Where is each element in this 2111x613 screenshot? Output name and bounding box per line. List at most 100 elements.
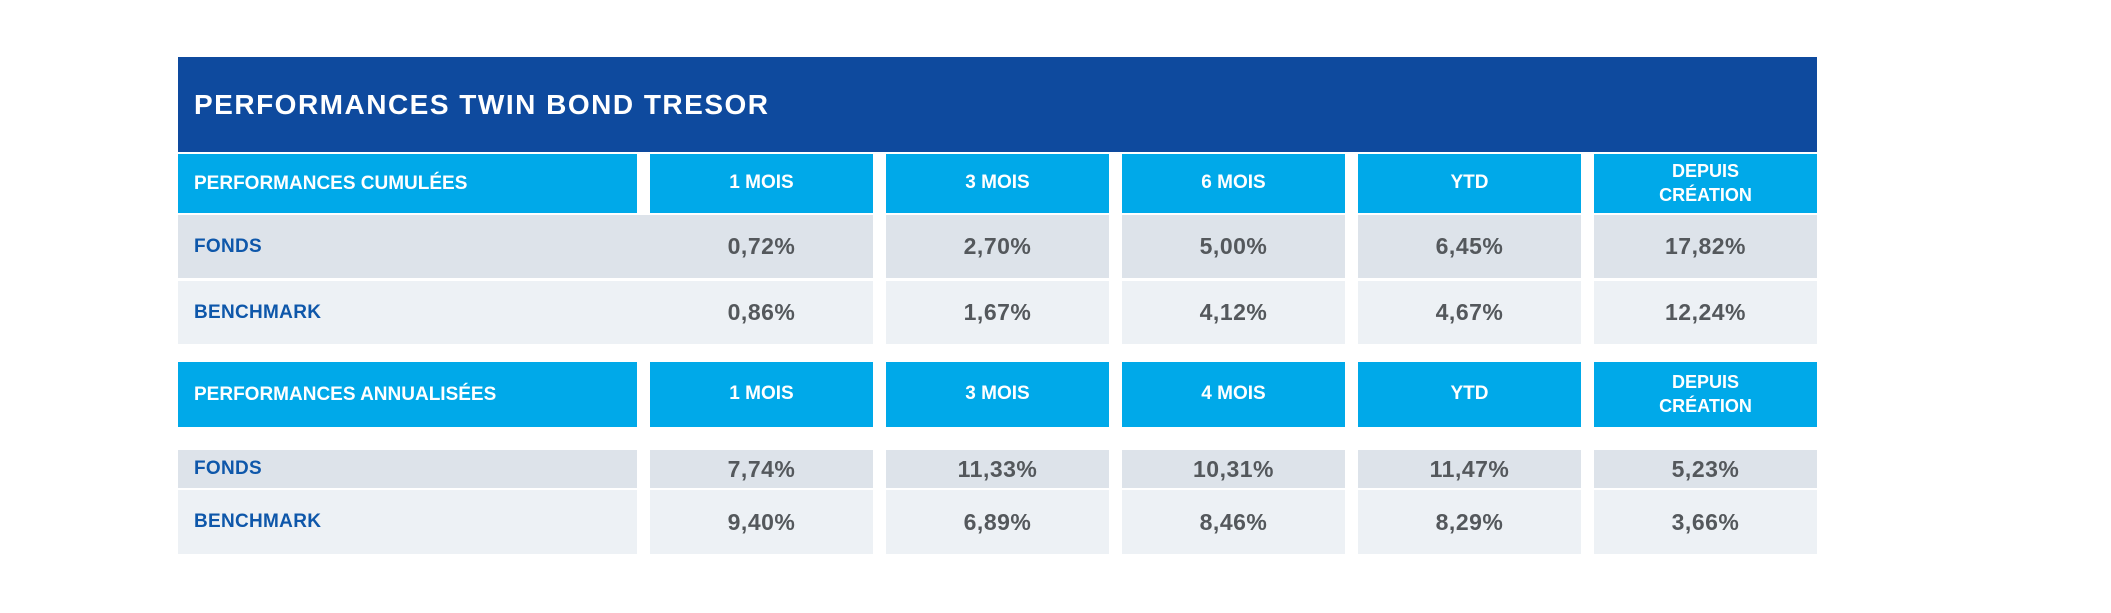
value: 6,89% xyxy=(963,508,1032,535)
value: 4,12% xyxy=(1199,299,1268,325)
table-title-bar: PERFORMANCES TWIN BOND TRESOR xyxy=(178,57,1817,152)
value: 6,45% xyxy=(1435,233,1504,259)
row-label-cell: FONDS xyxy=(178,215,637,278)
cumulative-section-label: PERFORMANCES CUMULÉES xyxy=(194,172,468,194)
column-gutter xyxy=(637,450,650,488)
column-gutter xyxy=(1581,490,1594,554)
column-gutter xyxy=(1581,281,1594,344)
annualized-section-cell: PERFORMANCES ANNUALISÉES xyxy=(178,362,637,427)
benchmark-label: BENCHMARK xyxy=(194,301,322,323)
value-cell: 17,82% xyxy=(1594,215,1817,278)
col-header-6-mois: 6 MOIS xyxy=(1122,154,1345,213)
column-gutter xyxy=(637,215,650,278)
value-cell: 7,74% xyxy=(650,450,873,488)
column-gutter xyxy=(1109,490,1122,554)
column-gutter xyxy=(873,215,886,278)
col-header-label: 3 MOIS xyxy=(965,172,1030,194)
column-gutter xyxy=(1345,215,1358,278)
value: 9,40% xyxy=(727,508,796,535)
cumulative-header-row: PERFORMANCES CUMULÉES 1 MOIS 3 MOIS 6 MO… xyxy=(178,154,1817,213)
value-cell: 9,40% xyxy=(650,490,873,554)
value: 1,67% xyxy=(963,299,1032,325)
row-label-cell: BENCHMARK xyxy=(178,490,637,554)
col-header-ytd: YTD xyxy=(1358,154,1581,213)
value: 10,31% xyxy=(1192,455,1274,482)
value: 2,70% xyxy=(963,233,1032,259)
value-cell: 6,45% xyxy=(1358,215,1581,278)
benchmark-row-annualized: BENCHMARK 9,40% 6,89% 8,46% 8,29% 3,66% xyxy=(178,490,1817,554)
value-cell: 11,47% xyxy=(1358,450,1581,488)
fonds-row-cumulative: FONDS 0,72% 2,70% 5,00% 6,45% 17,82% xyxy=(178,215,1817,278)
value-cell: 5,23% xyxy=(1594,450,1817,488)
column-gutter xyxy=(873,154,886,213)
value-cell: 10,31% xyxy=(1122,450,1345,488)
column-gutter xyxy=(1345,490,1358,554)
col-header-label: 1 MOIS xyxy=(729,172,794,194)
col-header-label: YTD xyxy=(1450,172,1489,194)
col-header-ytd: YTD xyxy=(1358,362,1581,427)
column-gutter xyxy=(637,490,650,554)
column-gutter xyxy=(1109,281,1122,344)
column-gutter xyxy=(1345,281,1358,344)
col-header-4-mois: 4 MOIS xyxy=(1122,362,1345,427)
column-gutter xyxy=(1345,362,1358,427)
column-gutter xyxy=(637,362,650,427)
annualized-header-row: PERFORMANCES ANNUALISÉES 1 MOIS 3 MOIS 4… xyxy=(178,362,1817,427)
value-cell: 1,67% xyxy=(886,281,1109,344)
fonds-label: FONDS xyxy=(194,458,262,479)
column-gutter xyxy=(1345,154,1358,213)
value: 4,67% xyxy=(1435,299,1504,325)
value-cell: 8,46% xyxy=(1122,490,1345,554)
fonds-label: FONDS xyxy=(194,235,262,257)
col-header-3-mois: 3 MOIS xyxy=(886,362,1109,427)
col-header-label: DEPUIS CRÉATION xyxy=(1659,161,1752,205)
column-gutter xyxy=(1581,215,1594,278)
value: 8,29% xyxy=(1435,508,1504,535)
value: 11,33% xyxy=(957,455,1038,482)
value: 17,82% xyxy=(1664,233,1746,259)
value: 5,23% xyxy=(1671,455,1740,482)
value-cell: 2,70% xyxy=(886,215,1109,278)
col-header-depuis-creation: DEPUIS CRÉATION xyxy=(1594,362,1817,427)
column-gutter xyxy=(1109,362,1122,427)
column-gutter xyxy=(873,362,886,427)
column-gutter xyxy=(1109,450,1122,488)
column-gutter xyxy=(1581,450,1594,488)
table-title: PERFORMANCES TWIN BOND TRESOR xyxy=(194,88,770,120)
value: 11,47% xyxy=(1429,455,1510,482)
value: 7,74% xyxy=(727,455,796,482)
column-gutter xyxy=(637,281,650,344)
value-cell: 5,00% xyxy=(1122,215,1345,278)
value-cell: 4,67% xyxy=(1358,281,1581,344)
column-gutter xyxy=(1109,215,1122,278)
value-cell: 0,72% xyxy=(650,215,873,278)
column-gutter xyxy=(1109,154,1122,213)
performance-table: PERFORMANCES TWIN BOND TRESOR PERFORMANC… xyxy=(178,57,1817,554)
value: 12,24% xyxy=(1664,299,1746,325)
fonds-row-annualized: FONDS 7,74% 11,33% 10,31% 11,47% 5,23% xyxy=(178,450,1817,488)
value-cell: 3,66% xyxy=(1594,490,1817,554)
column-gutter xyxy=(637,154,650,213)
value-cell: 6,89% xyxy=(886,490,1109,554)
col-header-3-mois: 3 MOIS xyxy=(886,154,1109,213)
column-gutter xyxy=(1345,450,1358,488)
value-cell: 11,33% xyxy=(886,450,1109,488)
col-header-label: 3 MOIS xyxy=(965,383,1030,405)
col-header-label: DEPUIS CRÉATION xyxy=(1659,372,1752,416)
column-gutter xyxy=(873,450,886,488)
column-gutter xyxy=(1581,362,1594,427)
column-gutter xyxy=(873,490,886,554)
col-header-label: 1 MOIS xyxy=(729,383,794,405)
cumulative-section-cell: PERFORMANCES CUMULÉES xyxy=(178,154,637,213)
column-gutter xyxy=(873,281,886,344)
value: 5,00% xyxy=(1199,233,1268,259)
annualized-section-label: PERFORMANCES ANNUALISÉES xyxy=(194,383,497,405)
value-cell: 8,29% xyxy=(1358,490,1581,554)
value-cell: 12,24% xyxy=(1594,281,1817,344)
col-header-1-mois: 1 MOIS xyxy=(650,154,873,213)
benchmark-row-cumulative: BENCHMARK 0,86% 1,67% 4,12% 4,67% 12,24% xyxy=(178,281,1817,344)
col-header-label: 4 MOIS xyxy=(1201,383,1266,405)
col-header-1-mois: 1 MOIS xyxy=(650,362,873,427)
row-label-cell: BENCHMARK xyxy=(178,281,637,344)
